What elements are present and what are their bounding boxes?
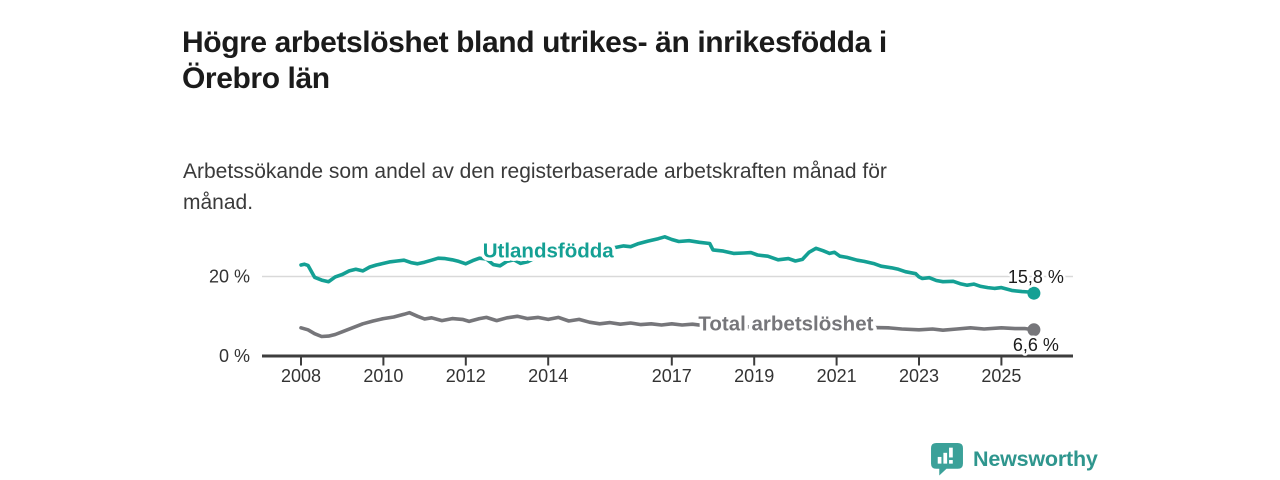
x-tick-label: 2017 — [652, 366, 692, 386]
x-tick-label: 2014 — [528, 366, 568, 386]
y-tick-label: 0 % — [219, 346, 250, 366]
series-label-total-arbetsloshet: Total arbetslöshet — [698, 313, 873, 336]
page-title-line2: Örebro län — [182, 62, 330, 96]
brand-footer: Newsworthy — [930, 442, 1098, 476]
chart-subtitle-line1: Arbetssökande som andel av den registerb… — [183, 160, 887, 183]
brand-name: Newsworthy — [973, 446, 1098, 471]
series-end-dot-total-arbetsloshet — [1027, 323, 1041, 337]
logo-bar-tall — [943, 452, 948, 464]
series-end-dot-utlandsfodda — [1027, 286, 1041, 300]
page-title: Högre arbetslöshet bland utrikes- än inr… — [182, 25, 1027, 97]
series-line-utlandsfodda — [299, 235, 1036, 296]
x-tick-label: 2008 — [281, 366, 321, 386]
x-tick-label: 2025 — [981, 366, 1021, 386]
x-tick-label: 2012 — [446, 366, 486, 386]
x-tick-label: 2019 — [734, 366, 774, 386]
y-tick-label: 20 % — [209, 267, 250, 287]
newsworthy-logo-icon — [931, 443, 963, 476]
series-label-utlandsfodda: Utlandsfödda — [483, 240, 615, 263]
logo-exclamation-bar — [949, 447, 953, 458]
series-end-value-total-arbetsloshet: 6,6 % — [1013, 335, 1059, 355]
series-line-total-arbetsloshet — [299, 310, 1036, 339]
x-tick-label: 2023 — [899, 366, 939, 386]
x-tick-label: 2010 — [363, 366, 403, 386]
series-end-value-utlandsfodda: 15,8 % — [1008, 267, 1064, 287]
chart-subtitle: Arbetssökande som andel av den registerb… — [183, 156, 1043, 218]
x-tick-label: 2021 — [817, 366, 857, 386]
logo-exclamation-dot — [949, 460, 953, 464]
logo-bar-short — [937, 456, 942, 464]
page-title-line1: Högre arbetslöshet bland utrikes- än inr… — [182, 26, 887, 60]
chart-subtitle-line2: månad. — [183, 191, 254, 214]
